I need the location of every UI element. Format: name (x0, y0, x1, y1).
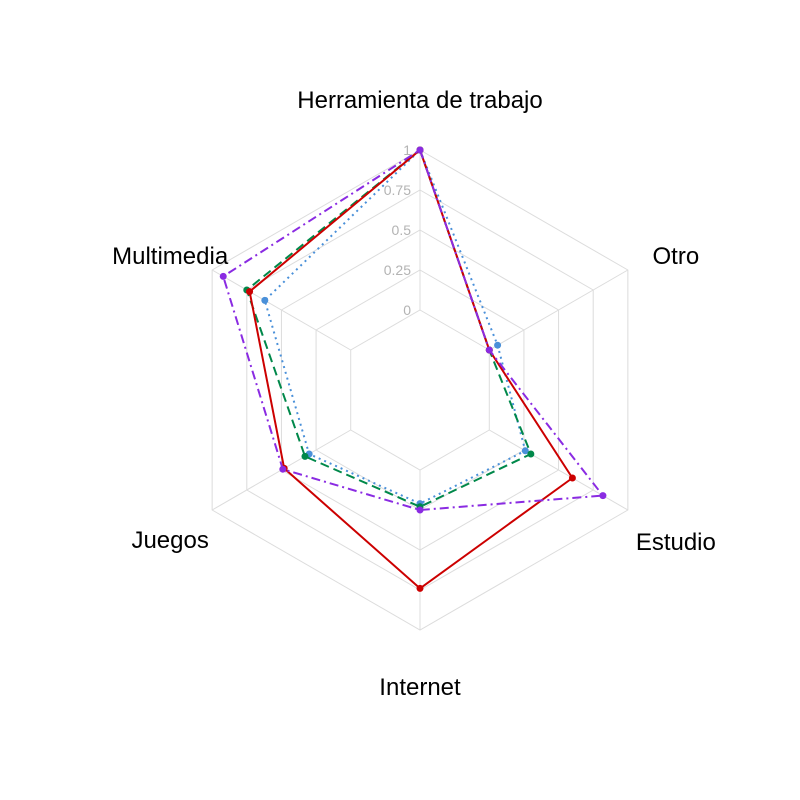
data-point (279, 465, 287, 473)
radial-tick-labels: 0 0.25 0.5 0.75 1 (384, 142, 411, 318)
axis-label: Juegos (131, 527, 208, 554)
radial-tick-label: 0.25 (384, 262, 411, 278)
series-line (222, 149, 604, 511)
data-point (494, 341, 502, 349)
series-layer (219, 146, 607, 592)
axis-label: Estudio (636, 529, 716, 556)
data-point (568, 474, 576, 482)
data-point (416, 506, 424, 514)
data-point (261, 296, 269, 304)
axis-labels: Herramienta de trabajo Otro Estudio Interne… (112, 87, 716, 701)
axis-spoke (489, 269, 629, 351)
data-point (219, 272, 227, 280)
grid (211, 149, 629, 631)
axis-label: Internet (379, 674, 461, 701)
data-point (521, 447, 529, 455)
axis-spoke (211, 269, 351, 351)
axis-label: Herramienta de trabajo (297, 87, 542, 114)
grid-ring (350, 309, 490, 471)
radial-tick-label: 0 (403, 302, 411, 318)
data-point (599, 492, 607, 500)
series-3 (246, 146, 576, 592)
series-1 (261, 146, 529, 508)
data-point (527, 450, 535, 458)
series-4 (219, 146, 607, 514)
axis-label: Otro (653, 243, 700, 270)
data-point (416, 584, 424, 592)
data-point (246, 288, 254, 296)
data-point (485, 346, 493, 354)
radial-tick-label: 1 (403, 142, 411, 158)
radial-tick-label: 0.75 (384, 182, 411, 198)
axis-label: Multimedia (112, 243, 229, 270)
data-point (416, 146, 424, 154)
radial-tick-label: 0.5 (392, 222, 412, 238)
data-point (301, 452, 309, 460)
